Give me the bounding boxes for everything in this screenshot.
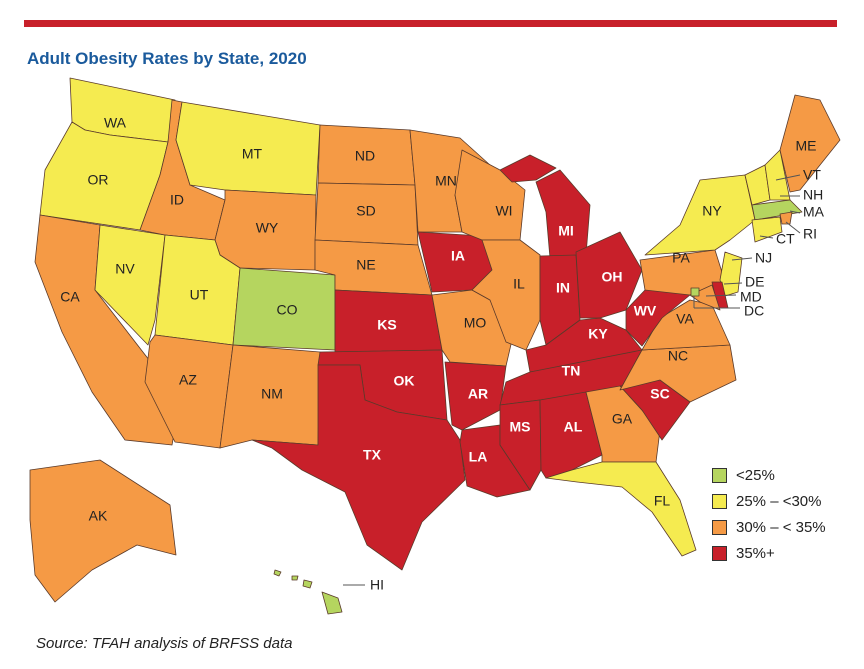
- state-label-nj: NJ: [755, 250, 772, 266]
- legend-swatch: [712, 493, 727, 509]
- legend: <25% 25% – <30% 30% – < 35% 35%+: [712, 462, 826, 566]
- legend-item-25to30: 25% – <30%: [712, 488, 826, 514]
- state-dc: [690, 287, 700, 297]
- state-ms: [499, 399, 542, 491]
- state-label-hi: HI: [370, 577, 384, 593]
- legend-swatch: [712, 519, 727, 535]
- state-wi: [454, 149, 526, 241]
- state-label-az: AZ: [179, 372, 197, 388]
- state-label-de: DE: [745, 274, 764, 290]
- state-me: [779, 94, 841, 193]
- legend-label: 30% – < 35%: [736, 518, 826, 536]
- legend-label: 35%+: [736, 544, 775, 562]
- state-label-mi: MI: [558, 223, 574, 239]
- state-label-tn: TN: [562, 363, 581, 379]
- state-label-id: ID: [170, 192, 184, 208]
- state-label-ut: UT: [190, 287, 209, 303]
- state-nj: [719, 251, 743, 297]
- state-label-mt: MT: [242, 146, 263, 162]
- state-label-nd: ND: [355, 148, 375, 164]
- top-accent-bar: [24, 20, 837, 27]
- state-label-la: LA: [469, 449, 488, 465]
- state-label-sc: SC: [650, 386, 669, 402]
- state-label-or: OR: [88, 172, 109, 188]
- legend-swatch: [712, 545, 727, 561]
- state-label-ok: OK: [394, 373, 415, 389]
- state-ar: [444, 361, 507, 431]
- state-ri: [779, 211, 793, 225]
- state-label-ar: AR: [468, 386, 488, 402]
- state-label-dc: DC: [744, 303, 764, 319]
- state-label-wi: WI: [495, 203, 512, 219]
- state-label-sd: SD: [356, 203, 375, 219]
- legend-label: <25%: [736, 466, 775, 484]
- state-hi: [273, 569, 282, 577]
- state-label-ny: NY: [702, 203, 722, 219]
- state-mi: [535, 169, 591, 259]
- state-label-wy: WY: [256, 220, 279, 236]
- state-ny: [644, 174, 756, 256]
- state-label-ms: MS: [510, 419, 531, 435]
- state-label-oh: OH: [602, 269, 623, 285]
- map-title: Adult Obesity Rates by State, 2020: [27, 49, 307, 68]
- legend-item-35plus: 35%+: [712, 540, 826, 566]
- state-label-md: MD: [740, 289, 762, 305]
- state-label-ky: KY: [588, 326, 608, 342]
- state-label-co: CO: [277, 302, 298, 318]
- state-ct: [751, 216, 783, 243]
- state-il: [471, 239, 541, 351]
- state-label-nc: NC: [668, 348, 688, 364]
- legend-swatch: [712, 467, 727, 483]
- state-fl: [545, 461, 697, 557]
- state-label-ma: MA: [803, 204, 825, 220]
- state-label-mn: MN: [435, 173, 457, 189]
- state-label-fl: FL: [654, 493, 671, 509]
- legend-item-30to35: 30% – < 35%: [712, 514, 826, 540]
- state-label-mo: MO: [464, 315, 487, 331]
- state-label-ga: GA: [612, 411, 633, 427]
- legend-label: 25% – <30%: [736, 492, 822, 510]
- state-label-ri: RI: [803, 226, 817, 242]
- state-label-nm: NM: [261, 386, 283, 402]
- state-label-ca: CA: [60, 289, 80, 305]
- state-label-ia: IA: [451, 248, 465, 264]
- state-hi: [321, 591, 343, 615]
- state-label-wa: WA: [104, 115, 127, 131]
- state-label-il: IL: [513, 276, 525, 292]
- state-md: [689, 284, 721, 311]
- state-label-in: IN: [556, 280, 570, 296]
- state-ak: [29, 459, 177, 603]
- state-label-tx: TX: [363, 447, 382, 463]
- state-label-vt: VT: [803, 167, 821, 183]
- state-label-wv: WV: [634, 303, 657, 319]
- state-nv: [94, 224, 166, 346]
- state-label-me: ME: [796, 138, 817, 154]
- state-label-ks: KS: [377, 317, 396, 333]
- source-note: Source: TFAH analysis of BRFSS data: [36, 635, 293, 652]
- state-ma: [751, 199, 803, 221]
- state-tx: [251, 364, 466, 571]
- state-label-nv: NV: [115, 261, 135, 277]
- state-label-ne: NE: [356, 257, 375, 273]
- state-label-va: VA: [676, 311, 694, 327]
- state-label-al: AL: [564, 419, 583, 435]
- state-hi: [302, 579, 313, 589]
- state-label-ak: AK: [89, 508, 108, 524]
- legend-item-lt25: <25%: [712, 462, 826, 488]
- state-label-nh: NH: [803, 187, 823, 203]
- state-hi: [291, 575, 299, 581]
- state-label-pa: PA: [672, 250, 690, 266]
- state-mi: [499, 154, 557, 183]
- state-label-ct: CT: [776, 231, 795, 247]
